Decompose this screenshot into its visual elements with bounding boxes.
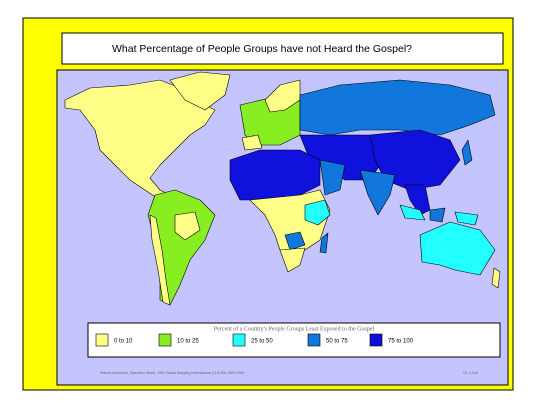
angola xyxy=(284,231,306,251)
footer-right: GL-1-010 xyxy=(463,371,478,375)
india xyxy=(359,169,396,216)
title-box xyxy=(61,32,504,65)
greenland xyxy=(169,71,231,111)
legend-label: 25 to 50 xyxy=(251,339,273,345)
brazil-part xyxy=(174,211,201,241)
australia xyxy=(419,221,496,276)
legend: 0 to 10 10 to 25 25 to 50 50 to 75 75 to 100 xyxy=(95,333,414,347)
madagascar xyxy=(319,232,329,254)
new-zealand xyxy=(491,267,501,289)
world-map xyxy=(64,71,501,306)
legend-swatch xyxy=(369,333,383,347)
legend-swatch xyxy=(232,333,246,347)
sumatra xyxy=(399,204,426,221)
legend-label: 75 to 100 xyxy=(388,339,414,345)
legend-swatch xyxy=(158,333,172,347)
borneo xyxy=(429,207,446,223)
legend-box xyxy=(87,322,501,358)
legend-title: Percent of a Country's People Groups Lea… xyxy=(214,325,375,332)
footer-left: Patrick Johnstone, Operation World, 1993… xyxy=(100,371,244,375)
legend-label: 10 to 25 xyxy=(177,339,199,345)
southeast-asia xyxy=(404,184,431,216)
north-africa xyxy=(229,149,321,201)
legend-swatch xyxy=(307,333,321,347)
iberia xyxy=(241,134,263,151)
legend-swatch xyxy=(95,333,109,347)
title: What Percentage of People Groups have no… xyxy=(112,43,412,55)
new-guinea xyxy=(454,211,479,226)
south-africa xyxy=(279,247,306,273)
chile xyxy=(149,214,171,306)
legend-label: 0 to 10 xyxy=(114,339,133,345)
japan xyxy=(461,139,473,166)
east-africa xyxy=(304,199,331,226)
legend-label: 50 to 75 xyxy=(326,339,348,345)
arabia xyxy=(319,159,346,196)
